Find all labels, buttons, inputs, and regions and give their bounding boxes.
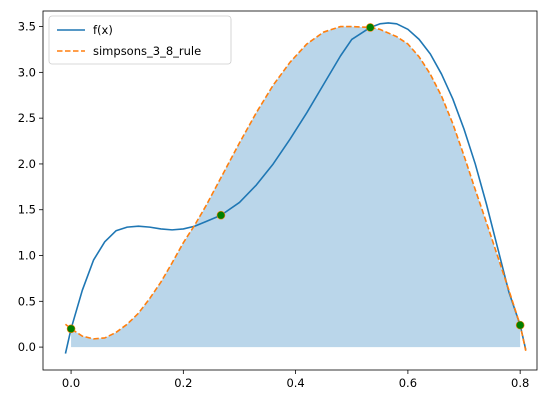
legend-box xyxy=(48,15,232,65)
series-layer xyxy=(64,22,527,354)
sample-point xyxy=(66,324,76,334)
y-tick-label: 3.5 xyxy=(18,20,36,34)
sample-point xyxy=(515,320,525,330)
series-line-simpsons xyxy=(64,25,527,351)
x-tick-label: 0.2 xyxy=(174,376,192,390)
sample-point xyxy=(365,23,375,32)
y-tick-label: 2.5 xyxy=(18,111,36,125)
y-tick-label: 1.5 xyxy=(18,203,36,217)
legend-label: f(x) xyxy=(93,23,113,37)
y-tick-label: 2.0 xyxy=(18,157,36,171)
sample-points xyxy=(66,23,525,334)
x-axis-ticks: 0.0 0.2 0.4 0.6 0.8 xyxy=(62,370,529,390)
x-tick-label: 0.4 xyxy=(286,376,304,390)
y-tick-label: 0.5 xyxy=(18,294,36,308)
area-under-curve xyxy=(71,26,521,348)
axes-frame xyxy=(42,10,538,371)
x-tick-label: 0.0 xyxy=(62,376,80,390)
x-tick-label: 0.6 xyxy=(399,376,417,390)
x-tick-label: 0.8 xyxy=(511,376,529,390)
y-tick-label: 1.0 xyxy=(18,249,36,263)
sample-point xyxy=(216,210,226,220)
series-line-fx xyxy=(64,22,527,354)
y-tick-label: 0.0 xyxy=(18,340,36,354)
legend-label: simpsons_3_8_rule xyxy=(93,44,201,58)
legend: f(x) simpsons_3_8_rule xyxy=(48,15,232,65)
y-axis-ticks: 0.0 0.5 1.0 1.5 2.0 2.5 3.0 3.5 xyxy=(18,20,43,354)
integration-area-fill xyxy=(71,26,521,348)
y-tick-label: 3.0 xyxy=(18,65,36,79)
